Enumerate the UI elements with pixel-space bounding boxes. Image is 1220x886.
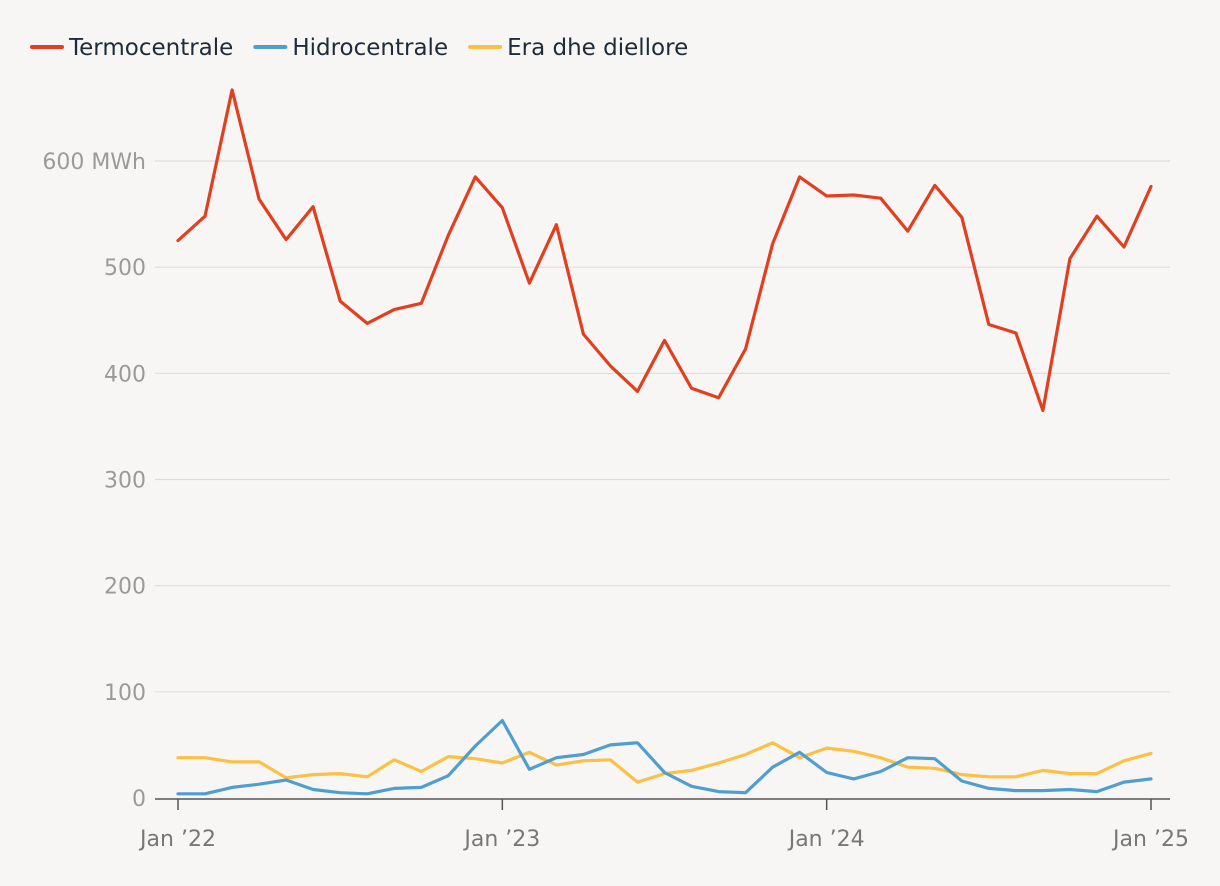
- x-tick-label: Jan ’25: [1111, 827, 1189, 852]
- gridlines: [155, 160, 1170, 693]
- legend-label: Hidrocentrale: [292, 35, 448, 61]
- y-tick-label: 100: [104, 681, 146, 706]
- y-tick-label: 600 MWh: [42, 150, 146, 175]
- x-tick-label: Jan ’22: [138, 827, 216, 852]
- y-tick-label: 400: [104, 362, 146, 387]
- series-line-hidrocentrale: [176, 718, 1153, 796]
- x-axis: Jan ’22 Jan ’23 Jan ’24 Jan ’25: [138, 798, 1189, 852]
- y-tick-label: 0: [132, 787, 146, 812]
- series-line-termocentrale: [176, 88, 1153, 413]
- legend-item: Hidrocentrale: [253, 35, 448, 61]
- series-line-era-dhe-diellore: [176, 741, 1153, 784]
- series-lines: [176, 88, 1153, 796]
- y-tick-label: 300: [104, 469, 146, 494]
- legend-label: Termocentrale: [68, 35, 233, 61]
- y-axis: 0 100 200 300 400 500 600 MWh: [42, 150, 146, 812]
- x-tick-label: Jan ’24: [787, 827, 865, 852]
- x-tick-label: Jan ’23: [462, 827, 540, 852]
- legend-item: Era dhe diellore: [468, 35, 688, 61]
- legend: Termocentrale Hidrocentrale Era dhe diello…: [30, 35, 688, 61]
- legend-item: Termocentrale: [30, 35, 233, 61]
- y-tick-label: 200: [104, 575, 146, 600]
- y-tick-label: 500: [104, 256, 146, 281]
- legend-label: Era dhe diellore: [507, 35, 688, 61]
